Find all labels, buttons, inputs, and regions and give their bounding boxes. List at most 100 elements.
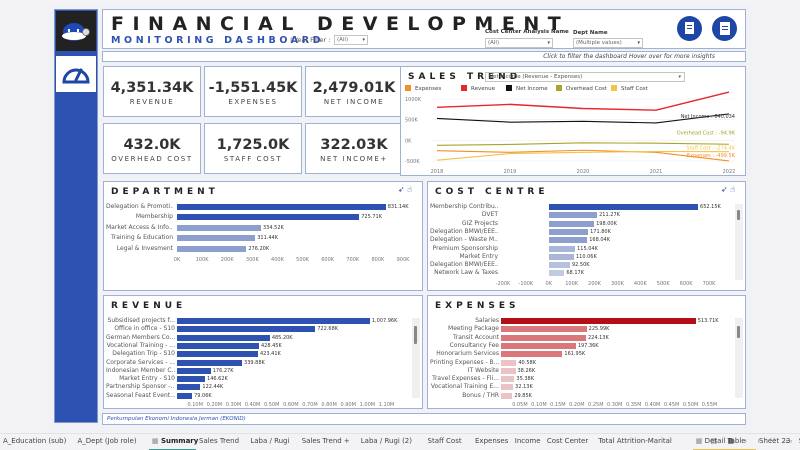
bar-row[interactable]: Legal & Invesment 276.20K xyxy=(104,245,422,253)
gauge-button[interactable] xyxy=(56,56,96,92)
cost-centre-scrollbar[interactable] xyxy=(735,204,743,280)
bar-row[interactable]: Partnership Sponsor -... 122.44K xyxy=(104,383,422,391)
measure-selector[interactable]: Net Income (Revenue - Expenses) ▾ xyxy=(485,72,685,82)
bar[interactable] xyxy=(177,214,360,221)
tab-sheet-23[interactable]: Sheet 23 xyxy=(759,437,790,445)
legend-item[interactable]: Revenue xyxy=(461,85,495,92)
bar-row[interactable]: Office in office - S10 722.68K xyxy=(104,325,422,333)
kpi-revenue[interactable]: 4,351.34K REVENUE xyxy=(103,66,201,117)
series-line-revenue[interactable] xyxy=(436,91,730,111)
bar-row[interactable]: Delegation BMWI/EEE... 171.80K xyxy=(428,228,745,236)
bar-row[interactable]: Vocational Training E... 32.13K xyxy=(428,383,745,391)
bar[interactable] xyxy=(501,392,513,399)
tab-summary[interactable]: ▦ Summary xyxy=(152,437,198,445)
revenue-scrollbar[interactable] xyxy=(412,318,420,398)
bar-row[interactable]: Salaries 513.71K xyxy=(428,317,745,325)
bar[interactable] xyxy=(177,359,243,366)
bar-row[interactable]: German Members Co... 485.20K xyxy=(104,334,422,342)
kpi-net-income-plus[interactable]: 322.03K NET INCOME+ xyxy=(305,123,403,174)
bar-row[interactable]: GIZ Projects 198.00K xyxy=(428,220,745,228)
bar-row[interactable]: Delegation & Promoti... 831.14K xyxy=(104,203,422,211)
kpi-net-income[interactable]: 2,479.01K NET INCOME xyxy=(305,66,403,117)
logo-button[interactable] xyxy=(56,11,96,51)
kpi-overhead-cost[interactable]: 432.0K OVERHEAD COST xyxy=(103,123,201,174)
bar-row[interactable]: Honorarium Services 161.95K xyxy=(428,350,745,358)
bar[interactable] xyxy=(548,228,589,235)
bar-row[interactable]: DVET 211.27K xyxy=(428,211,745,219)
tab-sales-trend[interactable]: Sales Trend xyxy=(199,437,239,445)
cost-center-dropdown[interactable]: (All) ▾ xyxy=(485,38,553,48)
tab-navigation-controls[interactable]: ▤ ■ ‹ › ⛶ ▭ xyxy=(710,437,796,445)
expenses-scrollbar[interactable] xyxy=(735,318,743,398)
bar[interactable] xyxy=(501,367,516,374)
bar-row[interactable]: Subsidised projects f... 1,007.96K xyxy=(104,317,422,325)
bar-row[interactable]: Premium Sponsorship 115.04K xyxy=(428,245,745,253)
tab-expenses[interactable]: Expenses xyxy=(475,437,508,445)
bar[interactable] xyxy=(548,245,576,252)
legend-item[interactable]: Net Income xyxy=(506,85,548,92)
tab-a-dept-job-role[interactable]: A_Dept (Job role) xyxy=(77,437,136,445)
document-button[interactable] xyxy=(712,16,737,41)
series-line-overhead-cost[interactable] xyxy=(436,142,730,146)
bar[interactable] xyxy=(177,326,316,333)
tab-sheet-24[interactable]: Sheet 24 xyxy=(799,437,800,445)
bar[interactable] xyxy=(177,342,259,349)
bar[interactable] xyxy=(548,262,570,269)
bar[interactable] xyxy=(548,253,574,260)
bar-row[interactable]: Indonesian Member C... 176.27K xyxy=(104,367,422,375)
tab-income[interactable]: Income xyxy=(515,437,541,445)
bar[interactable] xyxy=(177,376,206,383)
tab-laba-rugi-2[interactable]: Laba / Rugi (2) xyxy=(361,437,412,445)
dept-name-dropdown[interactable]: (Multiple values) ▾ xyxy=(573,38,643,48)
bar[interactable] xyxy=(177,367,211,374)
bar-row[interactable]: Delegation - Waste M... 168.04K xyxy=(428,236,745,244)
bar[interactable] xyxy=(177,392,193,399)
tab-total-attrition-marital[interactable]: Total Attrition-Marital xyxy=(598,437,672,445)
bar-row[interactable]: Travel Expenses - Fli... 35.38K xyxy=(428,375,745,383)
bar[interactable] xyxy=(177,351,258,358)
bar[interactable] xyxy=(177,235,256,242)
bar-row[interactable]: Transit Account 224.13K xyxy=(428,334,745,342)
bar-row[interactable]: Meeting Package 225.99K xyxy=(428,325,745,333)
bar-row[interactable]: Delegation Trip - S10 423.41K xyxy=(104,350,422,358)
bar-row[interactable]: Consultancy Fee 197.36K xyxy=(428,342,745,350)
tab-a-education-sub[interactable]: A_Education (sub) xyxy=(3,437,66,445)
bar-row[interactable]: Seasonal Feast Event... 79.06K xyxy=(104,392,422,400)
legend-item[interactable]: Staff Cost xyxy=(611,85,648,92)
bar-row[interactable]: IT Website 38.26K xyxy=(428,367,745,375)
bar[interactable] xyxy=(548,212,598,219)
bar[interactable] xyxy=(501,376,515,383)
sales-trend-chart[interactable]: 1000K 500K 0K -500K 2018 2019 2020 2021 2022 Reve… xyxy=(401,89,747,177)
tab-detail-table[interactable]: ▦ Detail Table xyxy=(696,437,746,445)
bar-row[interactable]: Printing Expenses - B... 40.58K xyxy=(428,359,745,367)
bar-row[interactable]: Market Entry - S10 146.62K xyxy=(104,375,422,383)
bar[interactable] xyxy=(501,326,587,333)
tab-staff-cost[interactable]: Staff Cost xyxy=(428,437,462,445)
bar[interactable] xyxy=(501,334,586,341)
bar[interactable] xyxy=(548,204,699,210)
bar[interactable] xyxy=(501,342,576,349)
year-filter-dropdown[interactable]: (All) ▾ xyxy=(334,35,368,45)
bar[interactable] xyxy=(177,384,201,391)
kpi-staff-cost[interactable]: 1,725.0K STAFF COST xyxy=(204,123,302,174)
bar[interactable] xyxy=(501,318,696,324)
bar-row[interactable]: Vocational Training - ... 428.45K xyxy=(104,342,422,350)
series-line-expenses[interactable] xyxy=(436,149,730,162)
bar-row[interactable]: Membership 725.71K xyxy=(104,213,422,221)
bar[interactable] xyxy=(548,220,595,227)
tab-cost-center[interactable]: Cost Center xyxy=(547,437,588,445)
bar[interactable] xyxy=(501,351,563,358)
series-line-staff-cost[interactable] xyxy=(436,150,730,161)
bar[interactable] xyxy=(177,245,247,252)
bar[interactable] xyxy=(501,384,514,391)
tab-sales-trend[interactable]: Sales Trend + xyxy=(302,437,350,445)
bar-row[interactable]: Market Access & Info... 334.52K xyxy=(104,224,422,232)
tab-laba-rugi[interactable]: Laba / Rugi xyxy=(250,437,289,445)
series-line-net-income[interactable] xyxy=(436,113,730,124)
bar-row[interactable]: Corporate Services - ... 339.88K xyxy=(104,359,422,367)
bar[interactable] xyxy=(548,237,588,244)
export-document-button[interactable] xyxy=(677,16,702,41)
bar[interactable] xyxy=(177,204,386,210)
bar[interactable] xyxy=(548,270,565,277)
bar-row[interactable]: Membership Contribu... 652.15K xyxy=(428,203,745,211)
